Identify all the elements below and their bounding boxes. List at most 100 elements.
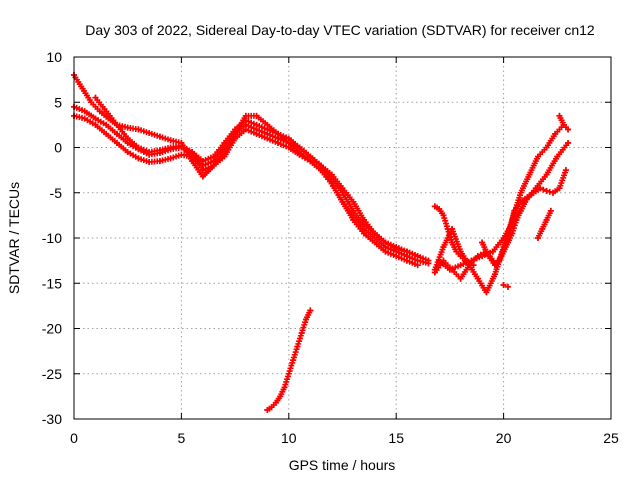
series-track-k [500,282,511,290]
data-point [113,121,120,128]
data-point [457,275,464,282]
data-point [431,269,438,276]
data-point [146,149,153,156]
data-point [285,370,292,377]
data-point [403,257,410,264]
chart-title: Day 303 of 2022, Sidereal Day-to-day VTE… [85,22,595,38]
data-point [285,144,292,151]
data-point [547,207,554,214]
data-point [565,126,572,133]
data-point [232,126,239,133]
data-point [474,275,481,282]
data-point [124,149,131,156]
data-point [509,230,516,237]
data-point [440,212,447,219]
data-point [96,108,103,115]
data-point [556,185,563,192]
y-axis-label: SDTVAR / TECUs [6,182,22,294]
y-tick-label: -5 [50,185,63,201]
data-point [431,203,438,210]
data-point [79,85,86,92]
data-point [360,230,367,237]
data-points [71,72,572,413]
data-point [517,189,524,196]
y-tick-label: 0 [54,140,62,156]
data-point [403,248,410,255]
series-track-e [264,307,314,413]
data-point [307,307,314,314]
data-point [167,137,174,144]
data-point [253,121,260,128]
y-tick-label: 5 [54,94,62,110]
data-point [350,216,357,223]
data-point [199,173,206,180]
data-point [103,130,110,137]
data-point [360,216,367,223]
y-tick-label: -20 [42,321,62,337]
data-point [534,235,541,241]
data-point [146,158,153,165]
data-point [425,257,432,264]
series-track-j [496,198,529,264]
data-point [382,239,389,246]
data-point [393,253,400,260]
data-point [307,153,314,160]
data-point [242,126,249,133]
data-point [483,248,490,255]
data-point [156,158,163,165]
data-point [296,151,303,158]
series-track-l [534,207,554,241]
x-tick-label: 25 [603,430,619,446]
data-point [560,121,567,128]
y-tick-label: -10 [42,230,62,246]
grid-lines [74,57,611,419]
data-point [526,171,533,178]
data-point [113,130,120,137]
data-point [103,108,110,115]
data-point [414,253,421,260]
data-point [371,239,378,246]
data-point [466,262,473,269]
data-point [167,155,174,162]
data-point [264,135,271,142]
series-track-m [556,112,572,133]
data-point [135,155,142,162]
series-track-n [431,248,499,282]
data-point [124,124,131,131]
data-point [294,343,301,350]
data-point [328,180,335,187]
data-point [81,108,88,115]
data-point [543,144,550,151]
x-tick-label: 15 [388,430,404,446]
plot-frame [73,56,612,420]
data-point [449,239,456,246]
y-tick-label: -15 [42,275,62,291]
data-point [492,260,499,267]
data-point [517,207,524,214]
data-point [453,248,460,255]
data-point [167,144,174,151]
data-point [210,153,217,160]
data-point [339,198,346,205]
data-point [272,399,279,406]
data-point [440,244,447,251]
data-point [178,142,185,149]
data-point [189,149,196,156]
x-axis-label: GPS time / hours [289,457,396,473]
data-point [504,239,511,246]
data-point [371,230,378,237]
data-point [318,162,325,169]
data-point [124,135,131,142]
axis-ticks: 0 5 10 15 20 25 10 5 0 -5 -10 -15 -20 -25 -30 [42,49,619,446]
data-point [556,112,563,119]
data-point [277,393,284,400]
data-point [436,206,443,213]
data-point [253,112,260,119]
x-tick-label: 10 [281,430,297,446]
data-point [461,257,468,264]
x-tick-label: 20 [496,430,512,446]
data-point [199,158,206,165]
data-point [339,185,346,192]
data-point [92,115,99,122]
